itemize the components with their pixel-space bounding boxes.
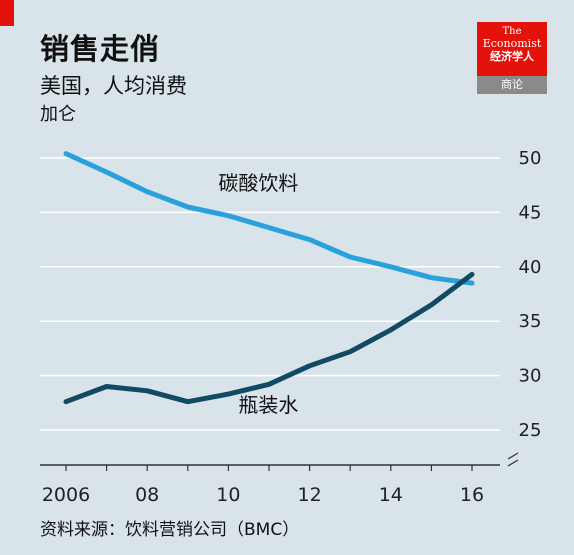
logo-line2: Economist (482, 36, 542, 50)
x-axis: 2006 08 10 12 14 16 (40, 452, 519, 506)
unit-label: 加仑 (40, 104, 76, 125)
logo-line1: The (502, 26, 522, 37)
axis-break-mark-1 (507, 459, 519, 467)
x-tick-label-2006: 2006 (42, 484, 90, 506)
logo-tag: 商论 (477, 76, 547, 94)
chart-subtitle: 美国，人均消费 (40, 74, 187, 98)
logo-red-block: The Economist 经济学人 (477, 22, 547, 76)
x-tick-label-12: 12 (298, 484, 322, 506)
y-tick-labels: 25 30 35 40 45 50 (519, 148, 542, 441)
brand-red-corner (0, 0, 14, 26)
y-tick-label-30: 30 (519, 366, 542, 387)
logo-line3: 经济学人 (490, 50, 534, 64)
source-note: 资料来源：饮料营销公司（BMC） (40, 520, 300, 540)
y-tick-label-35: 35 (519, 311, 542, 332)
y-tick-label-40: 40 (519, 257, 542, 278)
series-label-carbonated: 碳酸饮料 (218, 171, 298, 195)
series-label-water: 瓶装水 (238, 393, 298, 417)
series-lines (63, 151, 475, 405)
y-tick-label-25: 25 (519, 420, 542, 441)
series-line-carbonated (63, 151, 475, 286)
x-tick-label-16: 16 (460, 484, 484, 506)
y-tick-label-45: 45 (519, 202, 542, 223)
y-tick-label-50: 50 (519, 148, 542, 169)
chart-title: 销售走俏 (40, 32, 161, 66)
x-tick-label-14: 14 (379, 484, 403, 506)
x-tick-label-08: 08 (135, 484, 159, 506)
axis-break-mark-0 (507, 452, 519, 460)
x-tick-label-10: 10 (216, 484, 240, 506)
series-line-water (63, 271, 475, 405)
economist-logo: The Economist 经济学人 商论 (477, 22, 547, 94)
gridlines (40, 157, 500, 431)
